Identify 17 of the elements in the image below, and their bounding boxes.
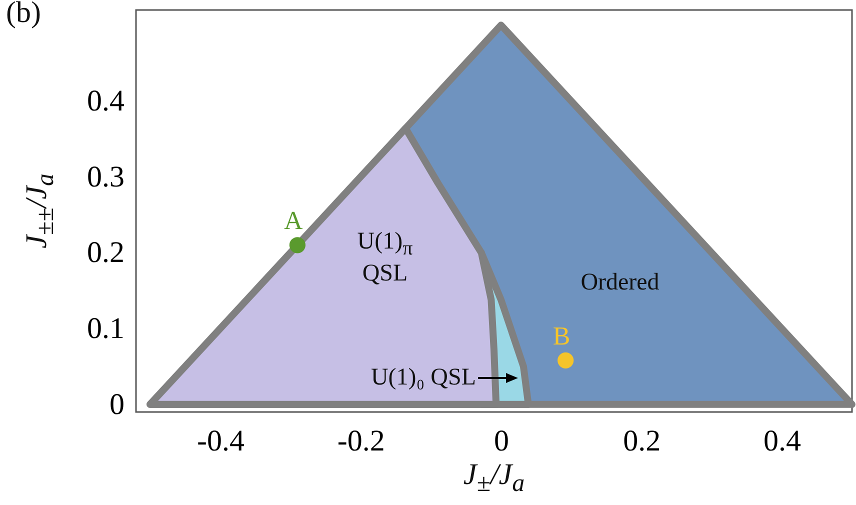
y-tick-label: 0.3 [87, 160, 124, 194]
series-label: B [552, 321, 570, 350]
annotation: U(1)₀ QSL [370, 364, 476, 392]
x-tick-label: -0.2 [337, 424, 385, 458]
x-axis-title: J$_{±}$/J$_{a}$ [463, 458, 525, 498]
x-tick-label: 0.2 [623, 424, 661, 458]
chart-title: (b) [6, 0, 41, 30]
annotation: Ordered [580, 270, 660, 296]
x-tick-label: 0 [494, 424, 510, 458]
x-tick-label: -0.4 [196, 424, 244, 458]
annotation: U(1)$_{π}$ QSL [356, 228, 414, 288]
y-tick-label: 0.4 [87, 84, 124, 118]
y-tick-label: 0.2 [87, 236, 124, 270]
x-tick-label: 0.4 [764, 424, 802, 458]
y-tick-label: 0 [110, 388, 124, 421]
y-tick-label: 0.1 [87, 312, 124, 346]
series-label: A [284, 206, 304, 236]
